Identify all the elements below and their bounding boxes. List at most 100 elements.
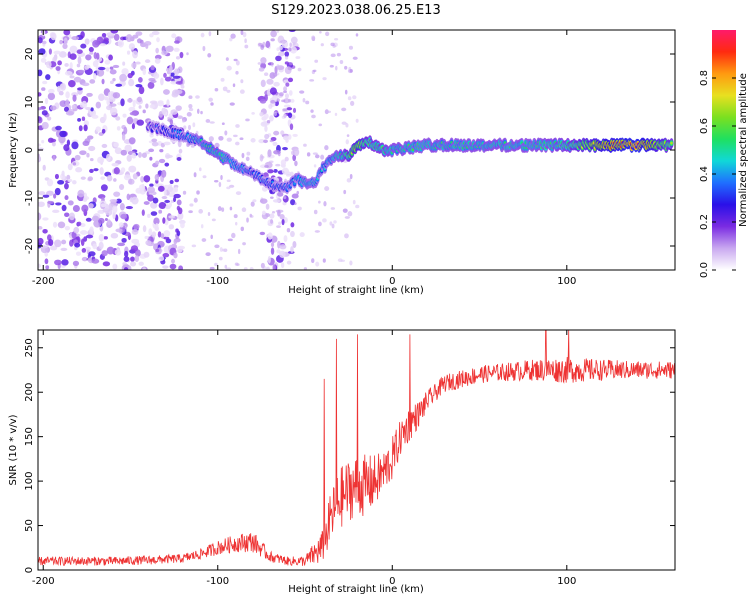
spectrogram-cell [151, 30, 160, 36]
spectrogram-cell [157, 247, 162, 255]
spectrogram-cell [345, 123, 349, 128]
spectrogram-cell [193, 172, 197, 178]
spectrogram-cell [50, 32, 57, 41]
spectrogram-cell [88, 251, 96, 257]
spectrogram-cell [115, 83, 123, 87]
spectrogram-cell [71, 36, 80, 41]
spectrogram-cell [322, 77, 327, 81]
spectrogram-cell [323, 201, 327, 207]
spectrogram-cell [260, 262, 265, 269]
spectrogram-cell [126, 116, 134, 125]
spectrogram-cell [38, 37, 43, 44]
spectrogram-cell [276, 249, 281, 254]
spectrogram-cell [40, 57, 47, 63]
spectrogram-cell [229, 37, 233, 42]
spectrogram-cell [222, 86, 228, 92]
spectrogram-cell [57, 60, 62, 66]
spectrogram-cell [345, 139, 349, 145]
spectrogram-cell [123, 267, 129, 270]
spectrogram-cell [61, 259, 69, 266]
spectrogram-cell [87, 135, 94, 140]
spectrogram-cell [291, 150, 295, 155]
spectrogram-cell [349, 69, 353, 73]
spectrogram-cell [186, 52, 189, 56]
spectrogram-cell [249, 214, 254, 218]
spectrogram-cell [283, 113, 287, 118]
spectrogram-cell [69, 45, 78, 54]
spectrogram-cell [161, 107, 167, 115]
spectrogram-cell [113, 167, 120, 175]
spectrogram-cell [355, 204, 360, 209]
spectrogram-cell [329, 221, 333, 226]
spectrogram-cell [151, 141, 159, 147]
spectrogram-cell [270, 99, 276, 104]
spectrogram-cell [325, 31, 330, 37]
spectrogram-cell [258, 139, 265, 144]
spectrogram-cell [299, 232, 305, 238]
spectrogram-cell [261, 210, 266, 216]
spectrogram-cell [121, 68, 129, 75]
spectrogram-cell [72, 94, 77, 102]
spectrogram-cell [199, 167, 202, 172]
spectrogram-cell [270, 38, 275, 42]
snr-y-ticks: 0 50 100 150 200 250 [24, 338, 675, 573]
spectrogram-cell [121, 237, 127, 243]
spectrogram-cell [93, 52, 98, 59]
spectrogram-cell [77, 221, 82, 227]
spectrogram-cell [220, 174, 223, 181]
spectrogram-cell [121, 133, 126, 141]
spectrogram-cell [69, 62, 73, 70]
spectrogram-cell [349, 260, 353, 266]
snr-x-tick-label: 100 [557, 576, 576, 587]
spectrogram-cell [177, 212, 184, 220]
spectrogram-cell [214, 87, 219, 92]
spectrogram-cell [71, 104, 76, 110]
spectrogram-cell [59, 39, 63, 45]
spectrogram-cell [83, 192, 88, 199]
spectrogram-x-tick-label: 0 [389, 276, 395, 287]
spectrogram-cell [107, 219, 111, 226]
spectrogram-cell [188, 210, 193, 214]
spectrogram-cell [119, 202, 125, 211]
spectrogram-cell [349, 174, 353, 180]
spectrogram-cell [54, 173, 59, 180]
spectrogram-cell [133, 223, 140, 230]
spectrogram-cell [68, 212, 75, 221]
spectrogram-y-tick-label: 0 [24, 147, 35, 153]
spectrogram-cell [150, 65, 155, 71]
spectrogram-cell [219, 247, 223, 252]
spectrogram-cell [209, 266, 215, 270]
spectrogram-cell [147, 186, 156, 194]
spectrogram-cell [324, 145, 329, 151]
spectrogram-cell [169, 263, 177, 270]
spectrogram-cell [214, 180, 219, 183]
spectrogram-cell [138, 105, 142, 109]
spectrogram-cell [150, 211, 158, 216]
spectrogram-cell [288, 98, 292, 103]
spectrogram-cell [145, 240, 152, 246]
spectrogram-cell [218, 135, 224, 141]
spectrogram-cell [89, 226, 94, 235]
spectrogram-cell [144, 59, 151, 63]
spectrogram-cell [106, 153, 111, 161]
spectrogram-heatmap [38, 30, 674, 270]
spectrogram-cell [64, 63, 69, 67]
spectrogram-cell [170, 80, 177, 85]
spectrogram-cell [166, 99, 170, 107]
spectrogram-cell [163, 188, 167, 197]
spectrogram-cell [239, 89, 245, 94]
spectrogram-cell [172, 75, 181, 79]
spectrogram-cell [344, 233, 349, 239]
spectrogram-cell [80, 238, 85, 246]
spectrogram-cell [100, 184, 108, 192]
spectrogram-cell [208, 31, 212, 37]
spectrogram-cell [324, 186, 330, 191]
snr-y-axis-label: SNR (10 * v/v) [8, 414, 19, 485]
spectrogram-cell [85, 54, 92, 61]
spectrogram-cell [90, 157, 94, 162]
spectrogram-cell [109, 66, 114, 70]
spectrogram-cell [163, 89, 170, 95]
spectrogram-cell [251, 111, 255, 115]
spectrogram-cell [270, 30, 277, 38]
